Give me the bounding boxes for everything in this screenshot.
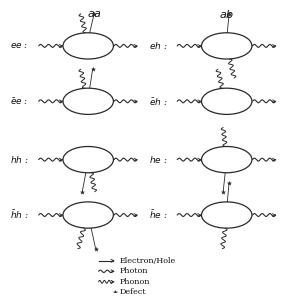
Text: Photon: Photon: [119, 267, 148, 275]
Text: Defect: Defect: [119, 288, 146, 296]
Text: $ee$ :: $ee$ :: [10, 41, 28, 50]
Text: $he$ :: $he$ :: [149, 154, 167, 165]
Text: $\bar{h}h$ :: $\bar{h}h$ :: [10, 208, 28, 222]
Text: $ab$: $ab$: [219, 8, 235, 20]
Text: $\bar{e}e$ :: $\bar{e}e$ :: [10, 96, 28, 107]
Text: $aa$: $aa$: [87, 9, 102, 19]
Text: $eh$ :: $eh$ :: [149, 40, 167, 51]
Text: $\bar{h}e$ :: $\bar{h}e$ :: [149, 208, 167, 222]
Text: $hh$ :: $hh$ :: [10, 154, 28, 165]
Text: Electron/Hole: Electron/Hole: [119, 257, 176, 265]
Text: $\bar{e}h$ :: $\bar{e}h$ :: [149, 96, 167, 107]
Text: Phonon: Phonon: [119, 278, 150, 286]
